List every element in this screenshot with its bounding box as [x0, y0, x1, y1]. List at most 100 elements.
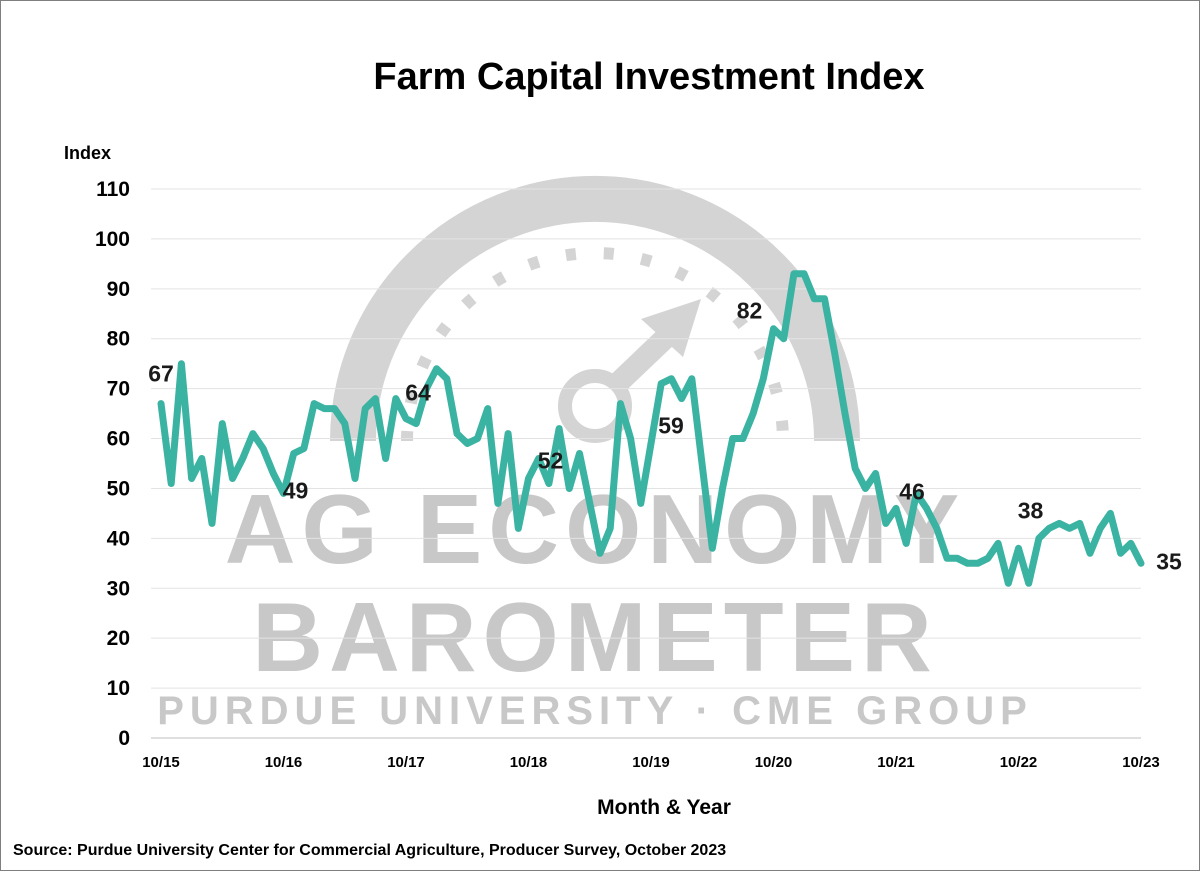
data-point	[680, 397, 683, 400]
data-label: 49	[283, 477, 309, 503]
data-point	[558, 427, 561, 430]
data-point	[537, 457, 540, 460]
data-point	[956, 557, 959, 560]
x-tick-label: 10/16	[265, 754, 303, 771]
data-point	[476, 437, 479, 440]
data-point	[752, 412, 755, 415]
data-labels: 67 49 64 52 59 82 46 38 35	[148, 298, 1182, 575]
data-point	[701, 462, 704, 465]
data-point	[507, 432, 510, 435]
data-label: 67	[148, 361, 174, 387]
x-tick-label: 10/23	[1122, 754, 1160, 771]
data-point	[241, 457, 244, 460]
watermark-line3: PURDUE UNIVERSITY · CME GROUP	[157, 689, 1033, 733]
data-point	[905, 542, 908, 545]
chart-title: Farm Capital Investment Index	[373, 56, 924, 98]
y-tick-label: 40	[107, 527, 130, 550]
data-point	[547, 482, 550, 485]
data-point	[578, 452, 581, 455]
data-point	[1007, 582, 1010, 585]
y-tick-label: 100	[95, 228, 130, 251]
watermark: AG ECONOMY BAROMETER PURDUE UNIVERSITY ·…	[157, 176, 1033, 733]
data-point	[660, 382, 663, 385]
y-tick-label: 20	[107, 627, 130, 650]
x-tick-label: 10/21	[877, 754, 915, 771]
data-point	[160, 402, 162, 405]
x-tick-label: 10/15	[142, 754, 180, 771]
data-point	[1037, 537, 1040, 540]
y-tick-label: 80	[107, 328, 130, 351]
data-point	[1068, 527, 1071, 530]
data-point	[843, 412, 846, 415]
x-tick-label: 10/20	[755, 754, 793, 771]
data-point	[445, 377, 448, 380]
data-point	[813, 297, 816, 300]
y-axis-ticks: 0 10 20 30 40 50 60 70 80 90 100 110	[95, 178, 130, 750]
data-label: 82	[737, 298, 763, 324]
y-tick-label: 90	[107, 278, 130, 301]
data-point	[1140, 562, 1142, 565]
y-tick-label: 30	[107, 577, 130, 600]
data-point	[272, 472, 275, 475]
data-point	[353, 477, 356, 480]
data-point	[639, 502, 642, 505]
data-point	[262, 447, 265, 450]
data-point	[588, 502, 591, 505]
data-point	[997, 542, 1000, 545]
data-point	[435, 367, 438, 370]
data-point	[935, 527, 938, 530]
y-tick-label: 0	[118, 727, 130, 750]
data-point	[833, 352, 836, 355]
data-point	[772, 327, 775, 330]
data-point	[517, 527, 520, 530]
data-point	[302, 447, 305, 450]
data-point	[792, 272, 795, 275]
x-axis-ticks: 10/15 10/16 10/17 10/18 10/19 10/20 10/21 10/22…	[142, 754, 1160, 771]
data-point	[1129, 542, 1132, 545]
data-point	[895, 507, 897, 510]
data-point	[1119, 552, 1122, 555]
data-point	[864, 487, 867, 490]
data-point	[650, 442, 652, 445]
series-group	[157, 270, 1145, 587]
y-tick-label: 50	[107, 477, 130, 500]
data-point	[364, 407, 367, 410]
data-point	[690, 377, 693, 380]
data-point	[1109, 512, 1112, 515]
data-point	[823, 297, 826, 300]
data-label: 38	[1018, 497, 1044, 523]
data-point	[874, 472, 877, 475]
x-tick-label: 10/19	[632, 754, 670, 771]
data-point	[251, 432, 254, 435]
data-point	[384, 457, 387, 460]
data-point	[619, 402, 622, 405]
data-point	[1078, 522, 1081, 525]
data-point	[343, 422, 346, 425]
data-point	[629, 437, 632, 440]
data-point	[741, 437, 744, 440]
data-point	[1088, 552, 1091, 555]
data-point	[394, 397, 397, 400]
data-point	[486, 407, 489, 410]
data-point	[1058, 522, 1061, 525]
data-point	[915, 492, 918, 495]
x-tick-label: 10/22	[1000, 754, 1038, 771]
y-axis-title: Index	[64, 143, 111, 163]
data-label: 52	[538, 447, 564, 473]
data-point	[1027, 582, 1030, 585]
data-point	[925, 507, 928, 510]
data-point	[721, 487, 724, 490]
x-tick-label: 10/17	[387, 754, 425, 771]
watermark-line2: BAROMETER	[252, 582, 938, 692]
data-point	[1048, 527, 1051, 530]
data-point	[282, 492, 285, 495]
data-point	[1099, 527, 1102, 530]
data-point	[598, 552, 601, 555]
data-point	[466, 442, 469, 445]
data-point	[782, 337, 785, 340]
data-point	[333, 407, 336, 410]
data-point	[292, 452, 295, 455]
data-point	[1017, 547, 1020, 550]
